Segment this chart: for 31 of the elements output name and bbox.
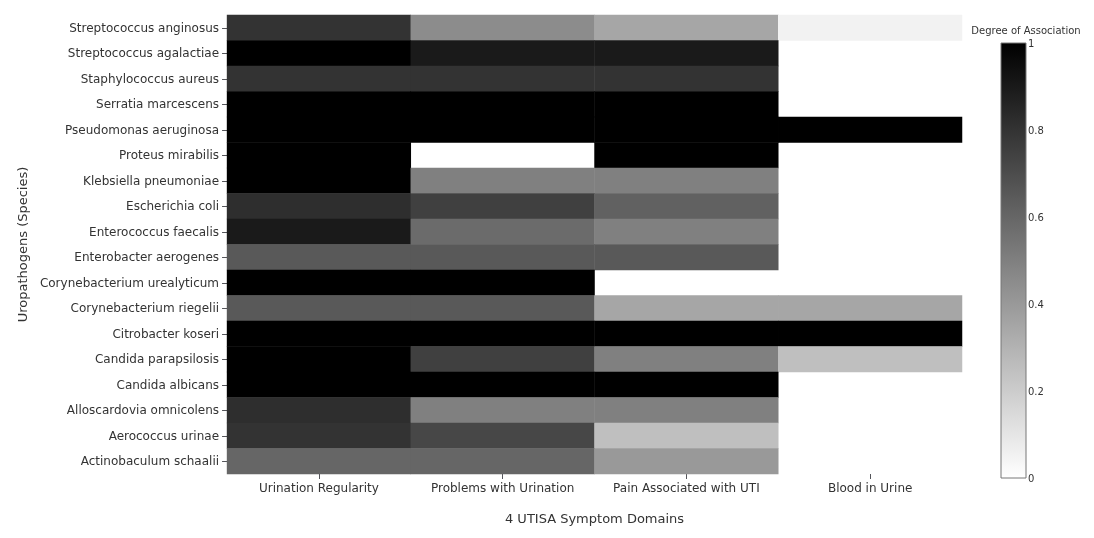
color-bar-label: 0 (1028, 472, 1035, 484)
y-tick-label: Corynebacterium riegelii (70, 301, 220, 316)
y-tick-label: Citrobacter koseri (112, 326, 220, 341)
x-axis-title: 4 UTISA Symptom Domains (504, 511, 685, 526)
y-tick-label: Enterococcus faecalis (89, 224, 220, 239)
y-tick-label: Escherichia coli (126, 199, 220, 214)
y-tick-label: Serratia marcescens (96, 97, 220, 112)
color-bar-label: 0.8 (1028, 124, 1044, 136)
y-tick-label: Candida albicans (116, 377, 220, 392)
color-bar-label: 0.4 (1028, 298, 1044, 310)
color-bar-label: 1 (1028, 37, 1035, 49)
x-tick-label: Problems with Urination (430, 481, 575, 495)
y-tick-label: Corynebacterium urealyticum (39, 275, 220, 290)
y-tick-label: Enterobacter aerogenes (74, 250, 220, 265)
y-axis-title: Uropathogens (Species) (15, 166, 30, 323)
color-bar-label: 0.2 (1028, 385, 1044, 397)
y-tick-label: Aerococcus urinae (108, 428, 220, 443)
y-tick-label: Streptococcus agalactiae (67, 46, 220, 61)
x-tick-label: Blood in Urine (827, 481, 913, 495)
x-tick-label: Pain Associated with UTI (613, 481, 760, 495)
y-tick-label: Staphylococcus aureus (80, 71, 220, 86)
x-tick-label: Urination Regularity (258, 481, 379, 495)
color-bar-title: Degree of Association (971, 24, 1081, 36)
y-tick-label: Proteus mirabilis (119, 148, 220, 163)
y-tick-label: Candida parapsilosis (94, 352, 220, 367)
y-tick-label: Klebsiella pneumoniae (83, 173, 220, 188)
y-tick-label: Streptococcus anginosus (69, 20, 220, 35)
y-tick-label: Actinobaculum schaalii (80, 454, 220, 469)
color-bar-label: 0.6 (1028, 211, 1044, 223)
y-tick-label: Alloscardovia omnicolens (66, 403, 220, 418)
y-tick-label: Pseudomonas aeruginosa (64, 122, 220, 137)
